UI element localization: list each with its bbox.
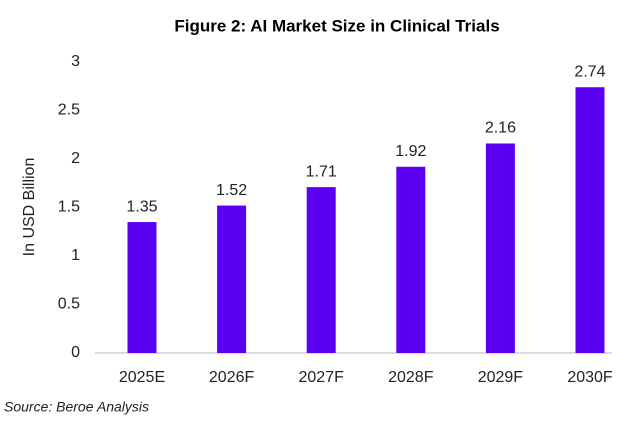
y-tick-label: 1 bbox=[71, 247, 80, 264]
bar bbox=[575, 87, 605, 353]
bar bbox=[217, 205, 247, 353]
bar bbox=[127, 222, 157, 353]
bar bbox=[306, 187, 336, 353]
y-tick-label: 0.5 bbox=[58, 296, 80, 313]
y-tick-label: 2.5 bbox=[58, 102, 80, 119]
source-note: Source: Beroe Analysis bbox=[4, 399, 149, 415]
data-label: 2.74 bbox=[574, 63, 605, 80]
data-label: 2.16 bbox=[485, 120, 516, 137]
x-tick-label: 2027F bbox=[299, 369, 345, 386]
y-tick-label: 2 bbox=[71, 150, 80, 167]
x-tick-label: 2029F bbox=[478, 369, 524, 386]
x-tick-label: 2026F bbox=[209, 369, 255, 386]
y-tick-label: 3 bbox=[71, 53, 80, 70]
x-tick-label: 2030F bbox=[567, 369, 613, 386]
bar bbox=[485, 143, 515, 353]
chart-title: Figure 2: AI Market Size in Clinical Tri… bbox=[174, 16, 499, 35]
y-tick-label: 1.5 bbox=[58, 199, 80, 216]
data-label: 1.92 bbox=[395, 143, 426, 160]
bar bbox=[396, 166, 426, 353]
x-tick-label: 2025E bbox=[119, 369, 165, 386]
data-label: 1.35 bbox=[126, 198, 157, 215]
y-tick-label: 0 bbox=[71, 344, 80, 361]
data-label: 1.52 bbox=[216, 182, 247, 199]
y-axis-label: In USD Billion bbox=[21, 158, 38, 257]
x-tick-label: 2028F bbox=[388, 369, 434, 386]
data-label: 1.71 bbox=[306, 163, 337, 180]
